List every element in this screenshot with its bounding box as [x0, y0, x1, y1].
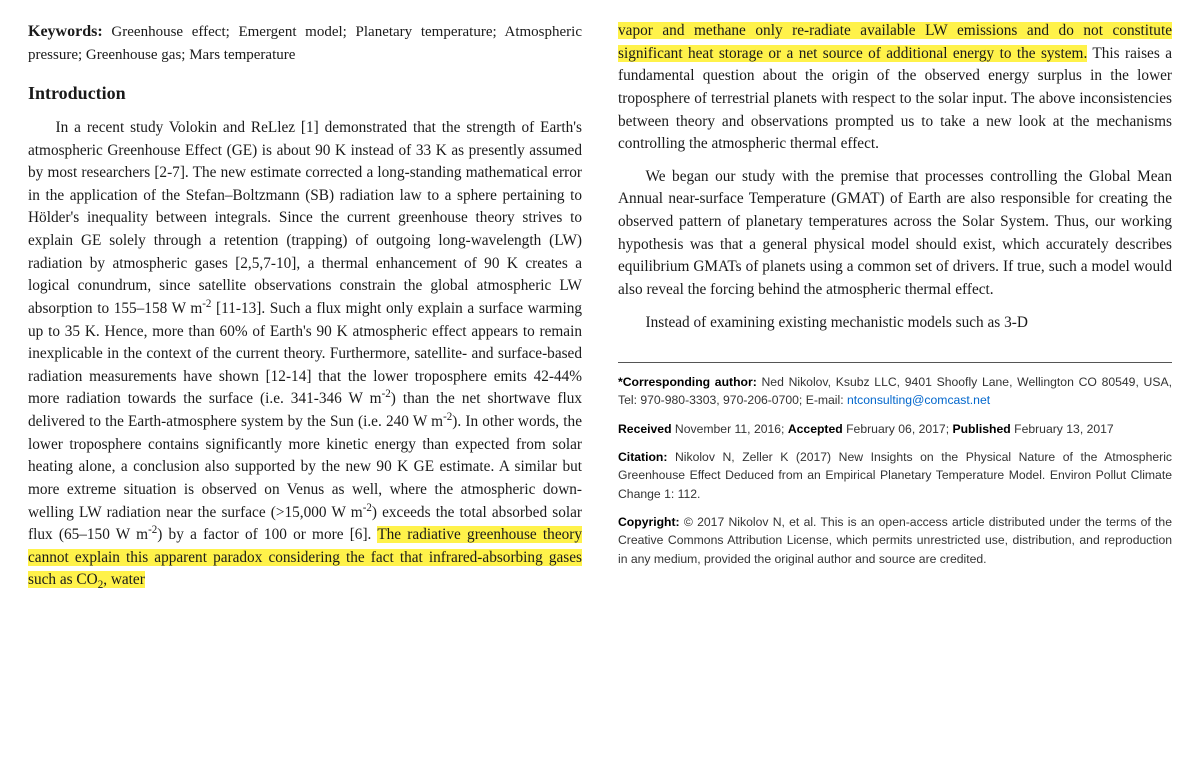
right-paragraph-2: We began our study with the premise that… [618, 166, 1172, 302]
right-paragraph-1: vapor and methane only re-radiate availa… [618, 20, 1172, 156]
superscript-minus2: -2 [363, 501, 372, 513]
right-paragraph-3: Instead of examining existing mechanisti… [618, 312, 1172, 335]
p1-seg-f: ) by a factor of 100 or more [6]. [157, 526, 377, 543]
copyright-label: Copyright: [618, 515, 680, 529]
dates-line: Received November 11, 2016; Accepted Feb… [618, 420, 1172, 438]
accepted-text: February 06, 2017; [843, 422, 953, 436]
copyright-line: Copyright: © 2017 Nikolov N, et al. This… [618, 513, 1172, 568]
keywords-label: Keywords: [28, 23, 103, 40]
superscript-minus2: -2 [382, 388, 391, 400]
intro-paragraph-1: In a recent study Volokin and ReLlez [1]… [28, 117, 582, 592]
superscript-minus2: -2 [148, 524, 157, 536]
two-column-layout: Keywords: Greenhouse effect; Emergent mo… [28, 20, 1172, 602]
received-text: November 11, 2016; [672, 422, 788, 436]
corr-author-email-link[interactable]: ntconsulting@comcast.net [847, 393, 990, 407]
accepted-label: Accepted [788, 422, 843, 436]
right-column: vapor and methane only re-radiate availa… [618, 20, 1172, 602]
p1-seg-a: In a recent study Volokin and ReLlez [1]… [28, 119, 582, 317]
p1-hl-b: , water [103, 571, 145, 588]
citation-text: Nikolov N, Zeller K (2017) New Insights … [618, 450, 1172, 501]
left-column: Keywords: Greenhouse effect; Emergent mo… [28, 20, 582, 602]
introduction-heading: Introduction [28, 80, 582, 107]
keywords-block: Keywords: Greenhouse effect; Emergent mo… [28, 20, 582, 66]
published-text: February 13, 2017 [1011, 422, 1114, 436]
citation-line: Citation: Nikolov N, Zeller K (2017) New… [618, 448, 1172, 503]
corresponding-author: *Corresponding author: Ned Nikolov, Ksub… [618, 373, 1172, 410]
received-label: Received [618, 422, 672, 436]
keywords-text: Greenhouse effect; Emergent model; Plane… [28, 24, 582, 63]
footnotes-block: *Corresponding author: Ned Nikolov, Ksub… [618, 362, 1172, 568]
superscript-minus2: -2 [443, 411, 452, 423]
citation-label: Citation: [618, 450, 667, 464]
published-label: Published [952, 422, 1010, 436]
copyright-text: © 2017 Nikolov N, et al. This is an open… [618, 515, 1172, 566]
corr-author-label: *Corresponding author: [618, 375, 757, 389]
